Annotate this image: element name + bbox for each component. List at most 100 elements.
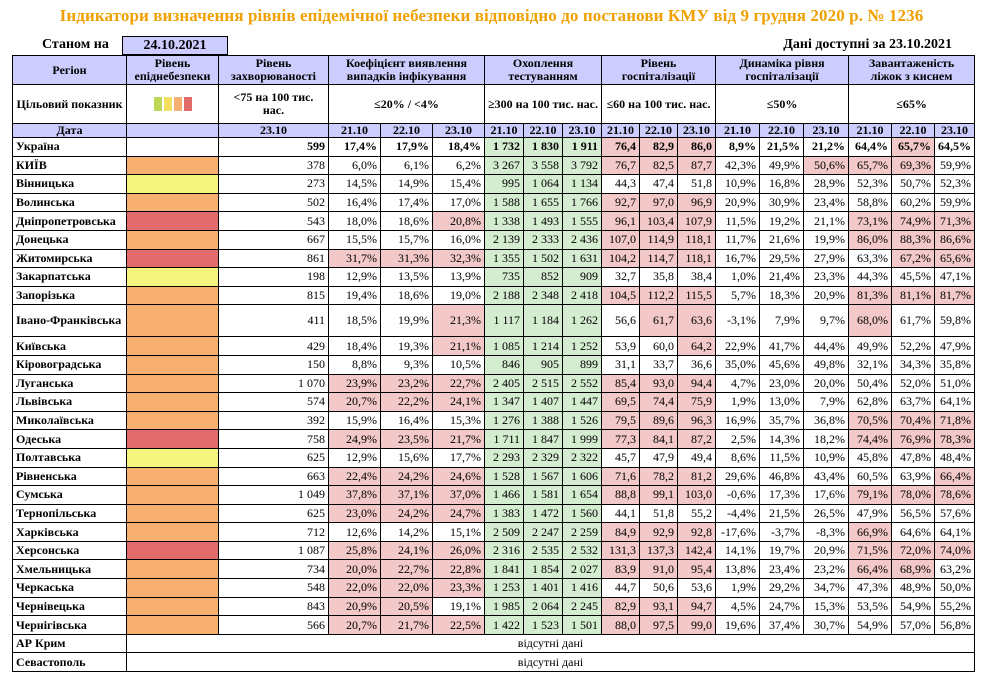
oxy-value: 49,9% <box>848 336 893 356</box>
danger-level-cell <box>126 285 219 306</box>
dyn-value: 20,9% <box>803 285 850 306</box>
oxy-value: 47,1% <box>934 267 976 287</box>
morbidity-value: 712 <box>218 522 329 542</box>
swatch-red <box>183 97 192 112</box>
oxy-value: 47,8% <box>891 447 936 468</box>
hosp-value: 82,9 <box>601 596 641 617</box>
morbidity-value: 411 <box>218 304 329 338</box>
hosp-value: 36,6 <box>677 354 717 375</box>
morbidity-value: 574 <box>218 392 329 412</box>
indicators-table: Регіон Рівень епіднебезпеки Рівень захво… <box>12 55 976 673</box>
test-value: 1 214 <box>523 336 563 356</box>
det-value: 12,9% <box>328 267 381 287</box>
dyn-value: 16,8% <box>759 174 805 194</box>
oxy-value: 76,9% <box>891 429 936 449</box>
dyn-value: 49,8% <box>803 354 850 375</box>
hosp-value: 137,3 <box>639 540 679 561</box>
oxy-value: 57,0% <box>891 615 936 635</box>
det-value: 16,4% <box>328 192 381 213</box>
region-name: Хмельницька <box>12 559 127 580</box>
header-oxygen: Завантаженість ліжок з киснем <box>848 55 976 85</box>
dyn-value: 36,8% <box>803 410 850 431</box>
test-value: 2 293 <box>484 447 524 468</box>
hosp-value: 86,0 <box>677 137 717 157</box>
det-value: 15,4% <box>432 174 485 194</box>
danger-level-cell <box>126 596 219 617</box>
hosp-value: 76,4 <box>601 137 641 157</box>
dyn-value: 16,9% <box>715 410 761 431</box>
test-value: 1 830 <box>523 137 563 157</box>
hosp-value: 35,8 <box>639 267 679 287</box>
table-row: Черкаська 548 22,0% 22,0% 23,3% 1 253 1 401 1 4… <box>12 578 976 598</box>
hosp-value: 44,7 <box>601 578 641 598</box>
det-value: 18,5% <box>328 304 381 338</box>
region-name: Закарпатська <box>12 267 127 287</box>
date-testing-2: 22.10 <box>523 123 563 138</box>
morbidity-value: 198 <box>218 267 329 287</box>
test-value: 1 388 <box>523 410 563 431</box>
oxy-value: 66,4% <box>848 559 893 580</box>
det-value: 18,6% <box>380 285 433 306</box>
oxy-value: 47,3% <box>848 578 893 598</box>
test-value: 2 064 <box>523 596 563 617</box>
det-value: 15,5% <box>328 229 381 250</box>
date-hosp-3: 23.10 <box>677 123 717 138</box>
swatch-yellow <box>163 97 172 112</box>
morbidity-value: 502 <box>218 192 329 213</box>
hosp-value: 118,1 <box>677 248 717 269</box>
test-value: 2 188 <box>484 285 524 306</box>
hosp-value: 92,8 <box>677 522 717 542</box>
det-value: 22,0% <box>380 578 433 598</box>
morbidity-value: 625 <box>218 503 329 524</box>
date-detection-1: 21.10 <box>328 123 381 138</box>
date-hosp-1: 21.10 <box>601 123 641 138</box>
det-value: 23,3% <box>432 578 485 598</box>
danger-level-cell <box>126 429 219 449</box>
det-value: 19,4% <box>328 285 381 306</box>
det-value: 22,8% <box>432 559 485 580</box>
date-oxy-3: 23.10 <box>934 123 976 138</box>
oxy-value: 45,5% <box>891 267 936 287</box>
hosp-value: 107,0 <box>601 229 641 250</box>
dyn-value: 24,7% <box>759 596 805 617</box>
test-value: 1 252 <box>561 336 603 356</box>
table-row: Одеська 758 24,9% 23,5% 21,7% 1 711 1 847 1 999… <box>12 429 976 449</box>
oxy-value: 60,5% <box>848 466 893 487</box>
header-danger-level: Рівень епіднебезпеки <box>126 55 219 85</box>
date-dyn-3: 23.10 <box>803 123 850 138</box>
det-value: 15,7% <box>380 229 433 250</box>
hosp-value: 75,9 <box>677 392 717 412</box>
region-name: Тернопільська <box>12 503 127 524</box>
morbidity-value: 734 <box>218 559 329 580</box>
dyn-value: 45,6% <box>759 354 805 375</box>
det-value: 12,6% <box>328 522 381 542</box>
as-of-date: 24.10.2021 <box>122 36 228 55</box>
table-body: Україна 599 17,4% 17,9% 18,4% 1 732 1 830 1 911… <box>12 137 976 673</box>
dyn-value: 20,9% <box>715 192 761 213</box>
test-value: 2 405 <box>484 373 524 394</box>
morbidity-value: 543 <box>218 211 329 231</box>
test-value: 1 567 <box>523 466 563 487</box>
dyn-value: 21,5% <box>759 137 805 157</box>
hosp-value: 96,1 <box>601 211 641 231</box>
oxy-value: 70,5% <box>848 410 893 431</box>
hosp-value: 114,7 <box>639 248 679 269</box>
region-name: АР Крим <box>12 633 127 654</box>
hosp-value: 87,7 <box>677 155 717 176</box>
test-value: 2 027 <box>561 559 603 580</box>
oxy-value: 81,3% <box>848 285 893 306</box>
oxy-value: 64,1% <box>934 522 976 542</box>
det-value: 31,3% <box>380 248 433 269</box>
test-value: 1 581 <box>523 485 563 505</box>
dyn-value: 14,3% <box>759 429 805 449</box>
det-value: 24,2% <box>380 503 433 524</box>
danger-level-cell <box>126 304 219 338</box>
danger-level-cell <box>126 540 219 561</box>
test-value: 1 466 <box>484 485 524 505</box>
hosp-value: 61,7 <box>639 304 679 338</box>
oxy-value: 47,9% <box>934 336 976 356</box>
oxy-value: 59,9% <box>934 155 976 176</box>
table-row: Тернопільська 625 23,0% 24,2% 24,7% 1 383 1 47… <box>12 503 976 524</box>
dyn-value: 8,9% <box>715 137 761 157</box>
test-value: 1 117 <box>484 304 524 338</box>
